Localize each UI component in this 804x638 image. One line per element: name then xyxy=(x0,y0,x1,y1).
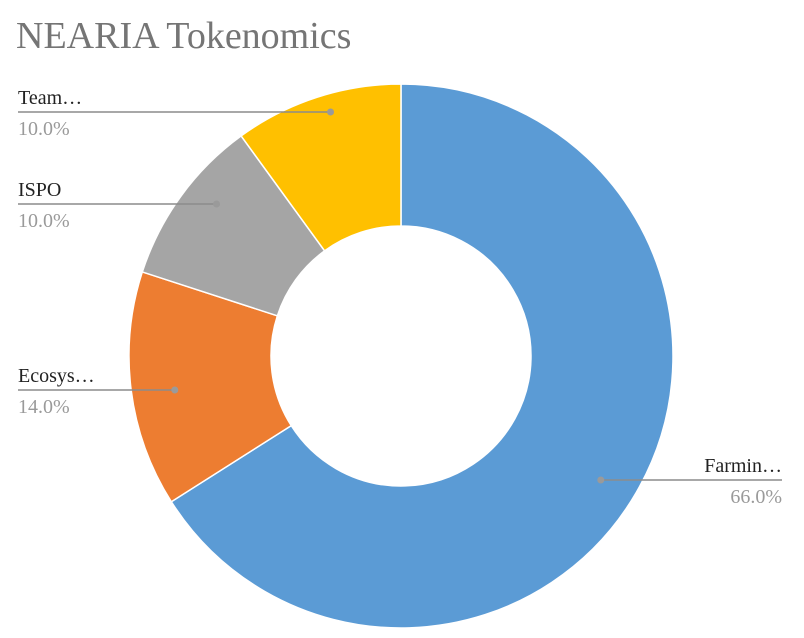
leader-dot-team xyxy=(327,108,335,116)
leader-dot-farmin xyxy=(597,476,605,484)
leader-dot-ispo xyxy=(213,200,221,208)
slice-value-ispo: 10.0% xyxy=(18,210,70,232)
slice-value-ecosys: 14.0% xyxy=(18,396,70,418)
slice-value-team: 10.0% xyxy=(18,118,70,140)
chart-title: NEARIA Tokenomics xyxy=(16,15,352,57)
slice-label-team: Team… xyxy=(18,87,82,109)
slice-label-ispo: ISPO xyxy=(18,179,61,201)
leader-dot-ecosys xyxy=(171,386,179,394)
slice-label-ecosys: Ecosys… xyxy=(18,365,95,387)
slice-label-farmin: Farmin… xyxy=(704,455,782,477)
slice-farmin xyxy=(170,83,674,629)
slice-ecosys xyxy=(128,271,293,503)
slice-value-farmin: 66.0% xyxy=(730,486,782,508)
